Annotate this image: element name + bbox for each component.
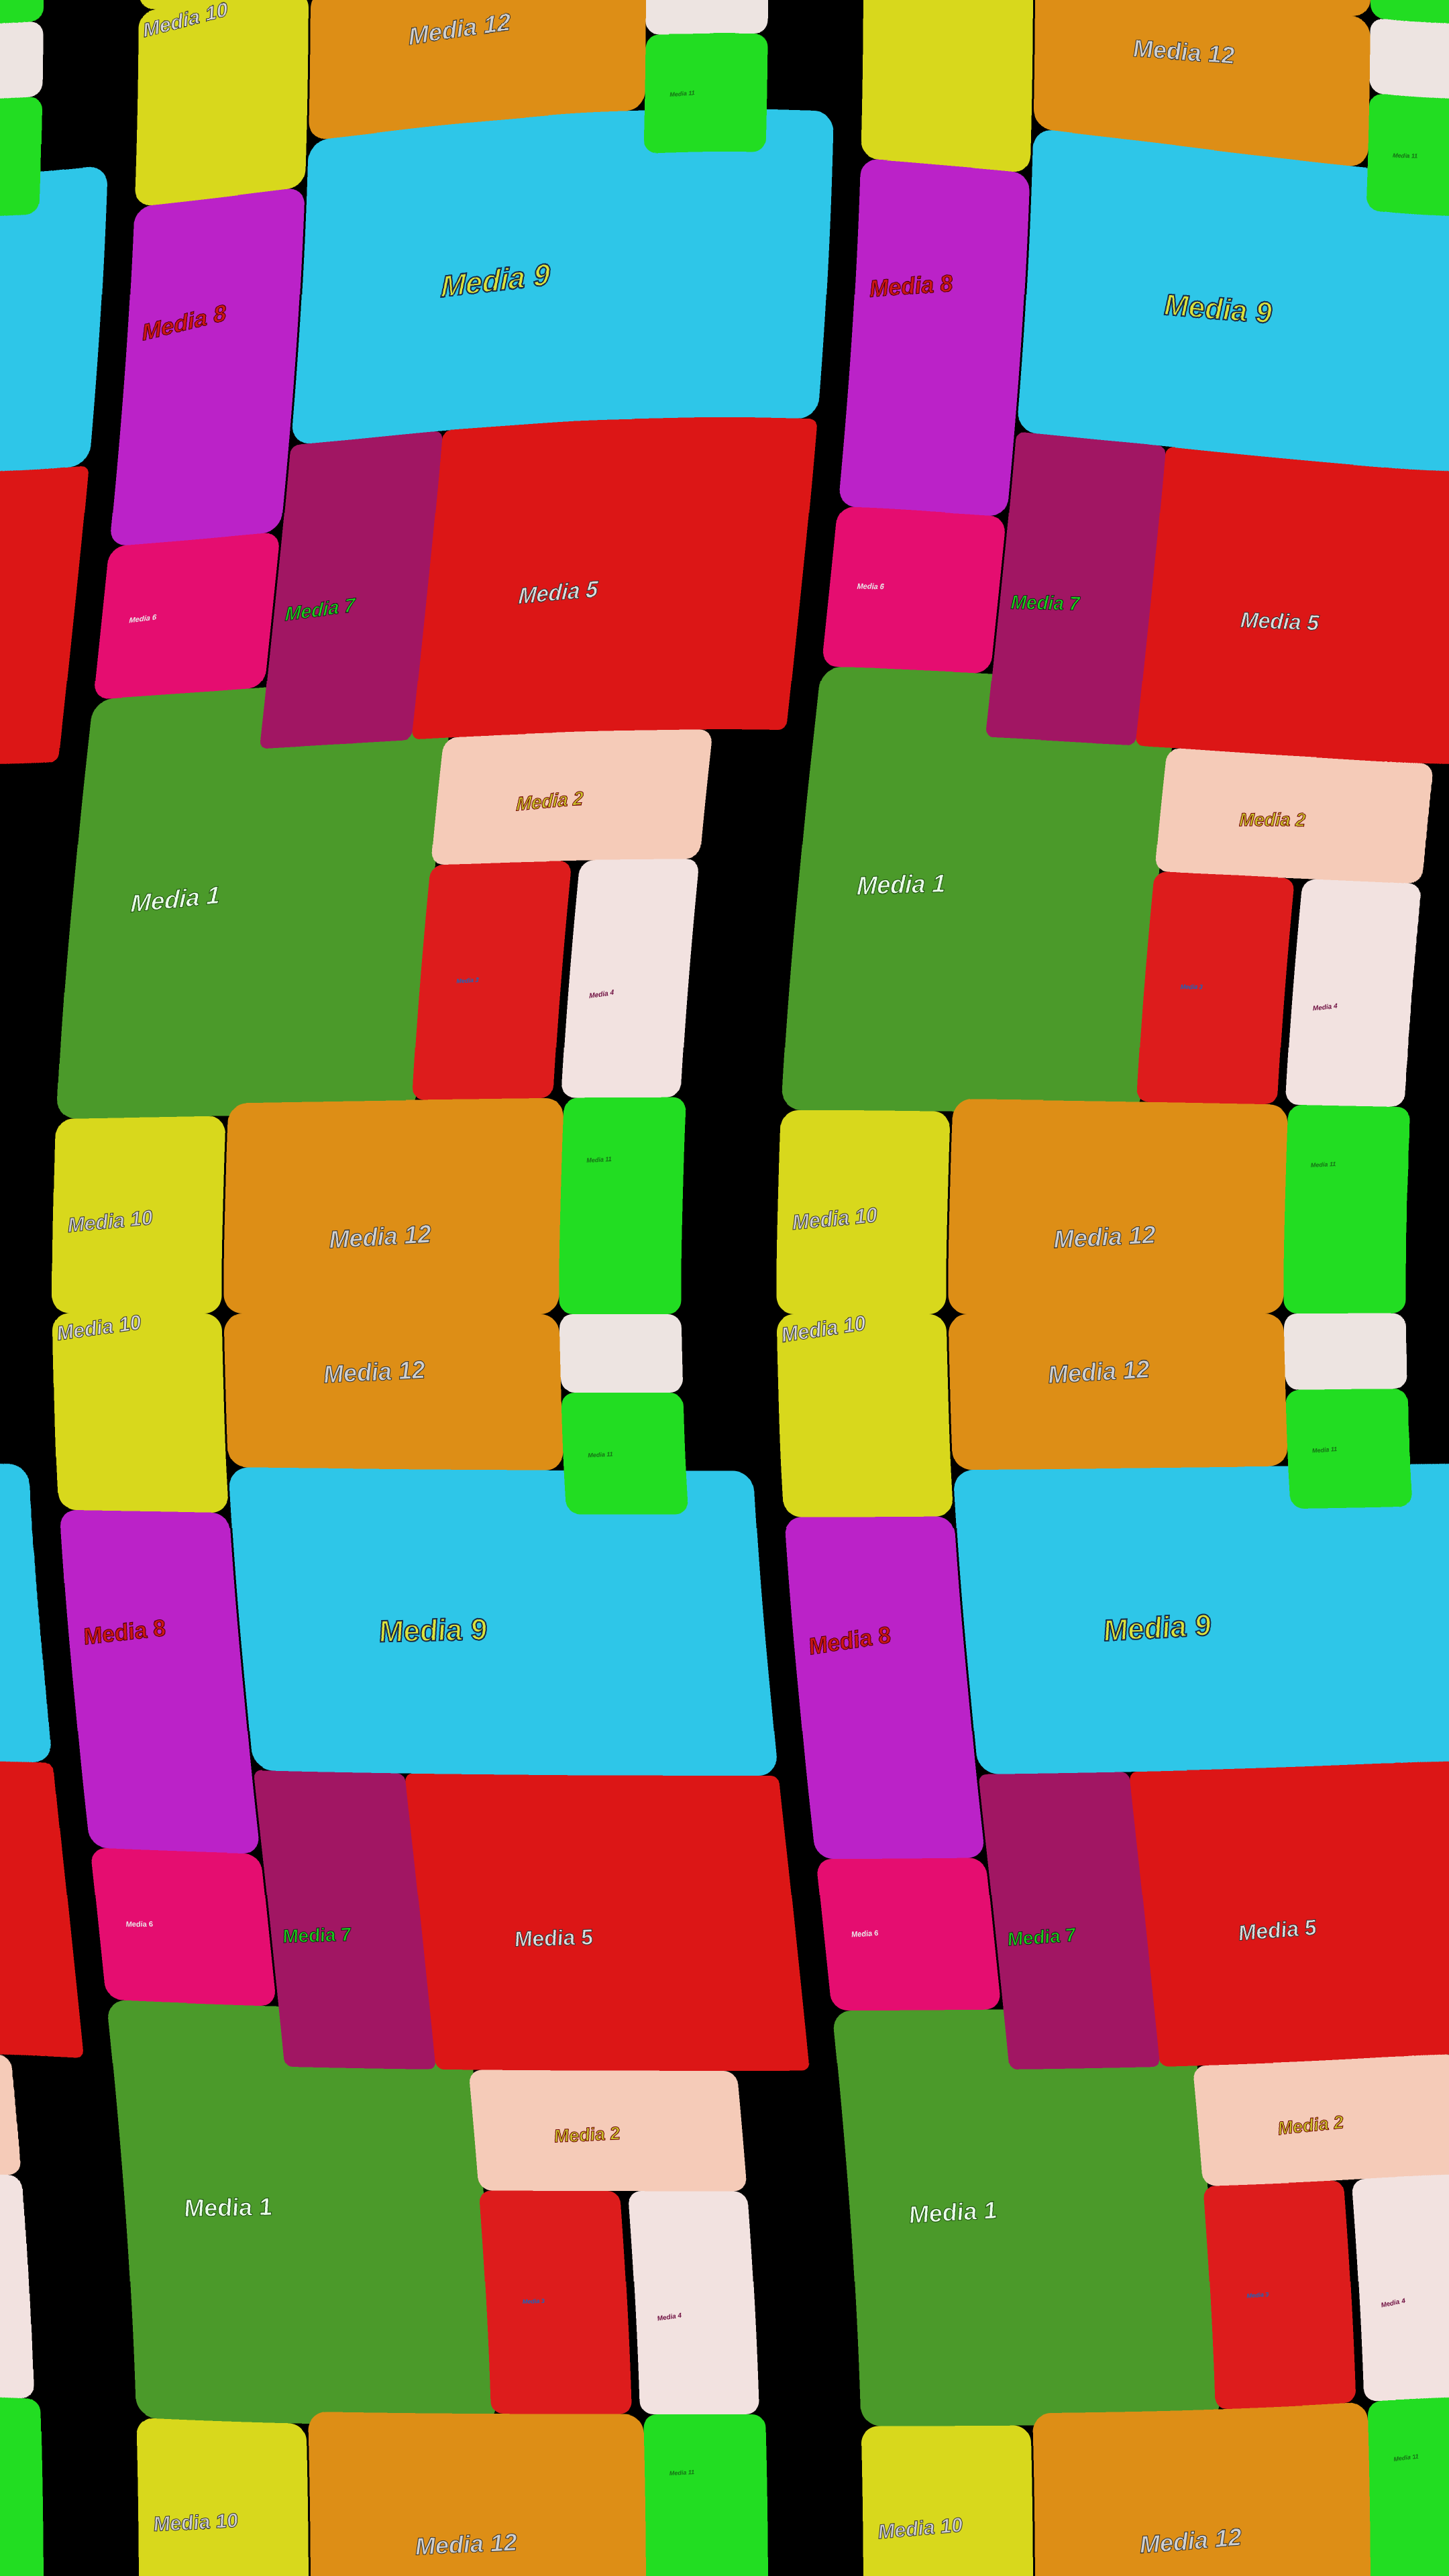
svg-text:Media 11: Media 11	[627, 1137, 653, 1145]
svg-text:Media 1: Media 1	[877, 2153, 967, 2186]
svg-text:Media 7: Media 7	[278, 597, 349, 621]
svg-text:Media 3: Media 3	[1211, 967, 1233, 974]
svg-text:Media 12: Media 12	[364, 1328, 468, 1360]
svg-text:Media 2: Media 2	[529, 2080, 596, 2104]
svg-text:Media 3: Media 3	[486, 967, 508, 974]
svg-text:Media 11: Media 11	[1352, 131, 1377, 139]
svg-text:Media 3: Media 3	[486, 2255, 508, 2262]
svg-text:Media 6: Media 6	[847, 600, 875, 609]
svg-text:Media 7: Media 7	[278, 1885, 349, 1909]
svg-text:Media 9: Media 9	[1130, 288, 1240, 325]
svg-text:Media 2: Media 2	[1254, 2080, 1321, 2104]
svg-text:Media 7: Media 7	[1002, 597, 1073, 621]
svg-text:Media 11: Media 11	[1352, 1137, 1377, 1145]
svg-text:Media 3: Media 3	[1211, 2255, 1233, 2262]
svg-text:Media 2: Media 2	[529, 792, 596, 816]
svg-text:Media 5: Media 5	[1234, 595, 1314, 622]
svg-text:Media 12: Media 12	[1089, 40, 1192, 72]
svg-text:Media 9: Media 9	[1130, 1576, 1240, 1613]
svg-text:Media 9: Media 9	[405, 1576, 515, 1613]
svg-text:Media 5: Media 5	[1234, 1883, 1314, 1910]
svg-text:Media 12: Media 12	[364, 40, 468, 72]
svg-text:Media 6: Media 6	[123, 1888, 151, 1897]
svg-text:Media 11: Media 11	[1352, 2425, 1377, 2433]
svg-text:Media 5: Media 5	[509, 595, 590, 622]
svg-text:Media 6: Media 6	[847, 1888, 875, 1897]
svg-text:Media 1: Media 1	[877, 865, 967, 898]
svg-text:Media 5: Media 5	[509, 1883, 590, 1910]
svg-text:Media 12: Media 12	[1089, 1328, 1192, 1360]
svg-text:Media 11: Media 11	[627, 2425, 653, 2433]
svg-text:Media 12: Media 12	[371, 2485, 474, 2518]
svg-text:Media 12: Media 12	[1095, 1197, 1199, 1230]
svg-text:Media 12: Media 12	[1095, 2485, 1199, 2518]
svg-text:Media 2: Media 2	[1254, 792, 1321, 816]
svg-text:Media 1: Media 1	[153, 2153, 243, 2186]
svg-text:Media 6: Media 6	[123, 600, 151, 609]
svg-text:Media 1: Media 1	[153, 865, 243, 898]
svg-text:Media 11: Media 11	[627, 131, 653, 139]
svg-text:Media 11: Media 11	[1352, 1419, 1377, 1427]
svg-text:Media 11: Media 11	[627, 1419, 653, 1427]
svg-text:Media 12: Media 12	[371, 1197, 474, 1230]
svg-text:Media 9: Media 9	[405, 288, 515, 325]
svg-text:Media 7: Media 7	[1002, 1885, 1073, 1909]
